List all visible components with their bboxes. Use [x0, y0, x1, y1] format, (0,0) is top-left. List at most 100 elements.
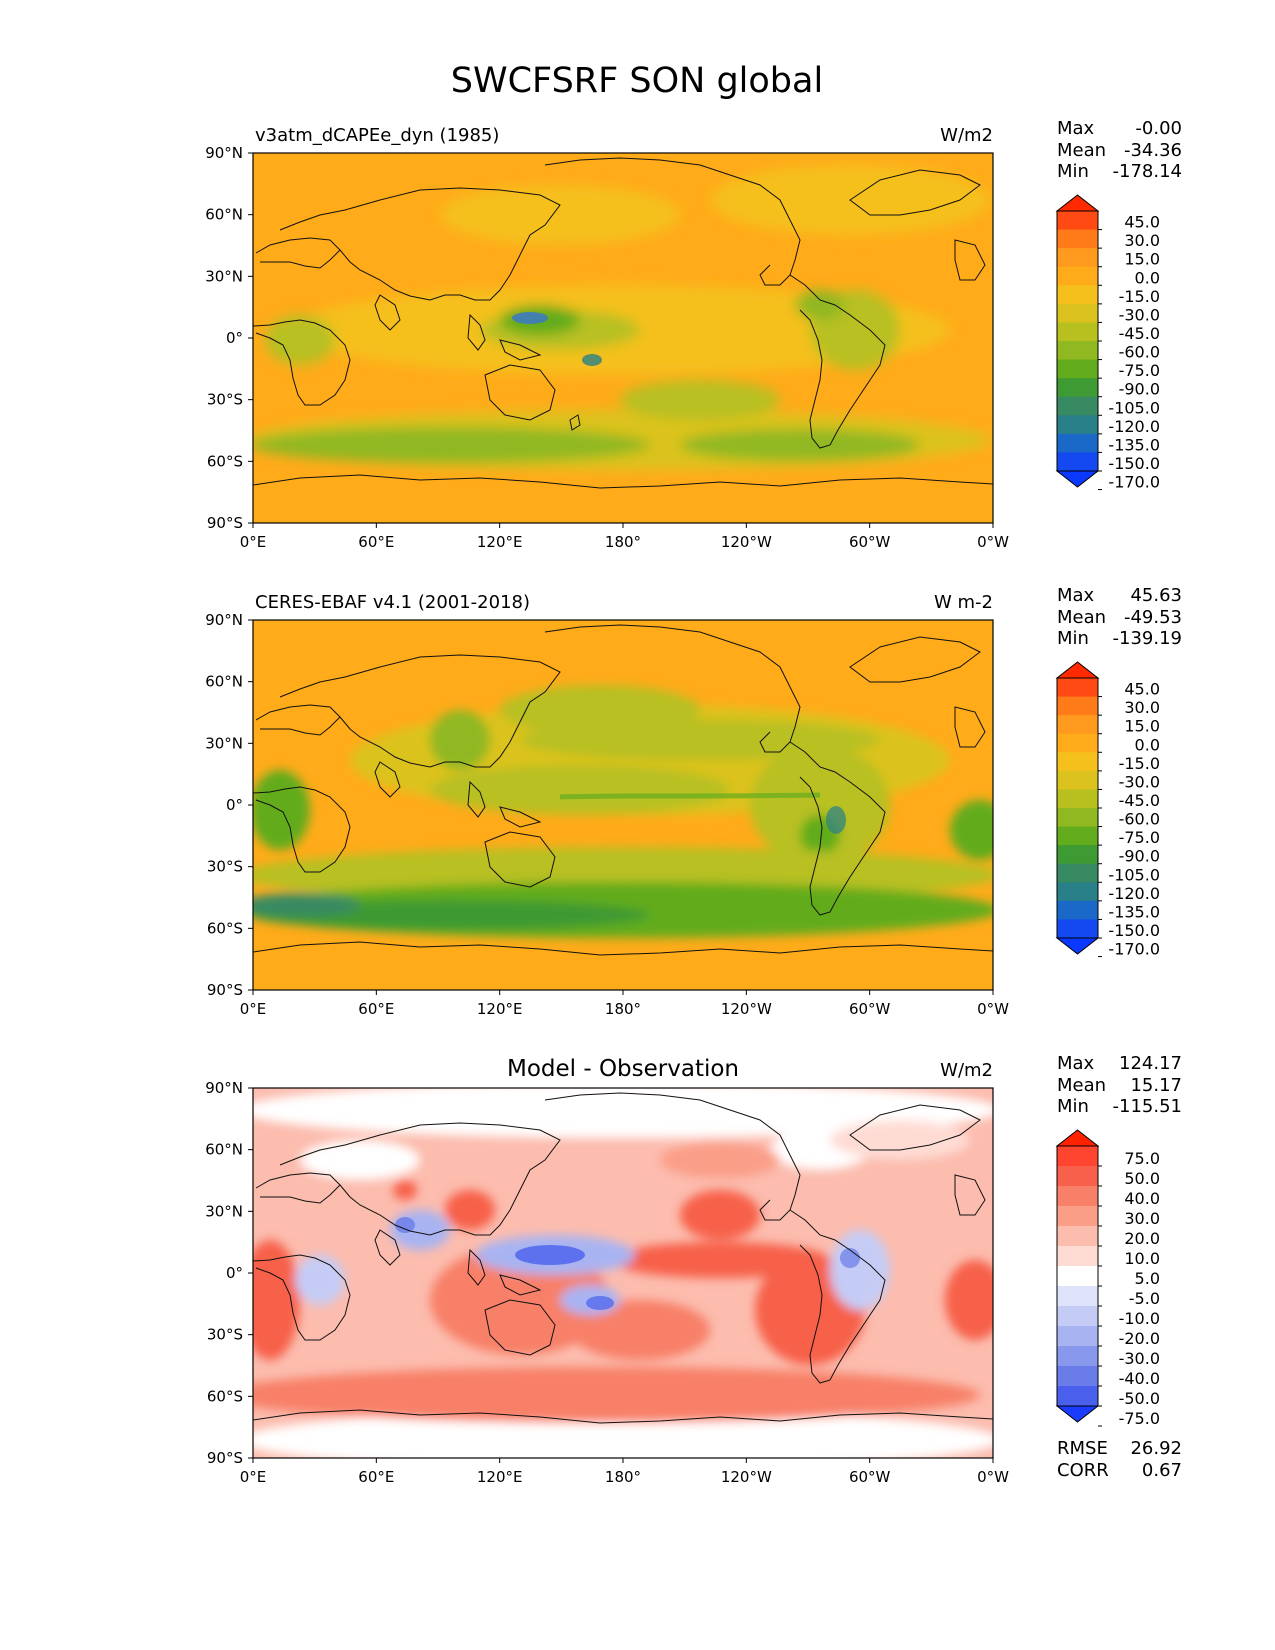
panel-reference-title: CERES-EBAF v4.1 (2001-2018) — [255, 592, 530, 613]
x-tick-label: 180° — [605, 533, 641, 551]
x-tick-label: 120°W — [721, 1000, 772, 1018]
colorbar-swatch — [1057, 678, 1098, 698]
colorbar-swatch — [1057, 1286, 1098, 1307]
y-tick-label: 60°S — [207, 919, 243, 937]
y-tick-label: 60°S — [207, 1387, 243, 1405]
colorbar-tick-label: -20.0 — [1119, 1329, 1160, 1348]
colorbar-tick-label: -15.0 — [1119, 754, 1160, 773]
y-tick-label: 90°N — [205, 144, 243, 162]
stat-value: -0.00 — [1135, 118, 1182, 139]
stat-label: CORR — [1057, 1460, 1109, 1481]
colorbar-swatch — [1057, 1266, 1098, 1287]
panel-difference-units: W/m2 — [940, 1060, 993, 1081]
colorbar-swatch — [1057, 789, 1098, 809]
colorbar-swatch — [1057, 322, 1098, 342]
x-tick-label: 120°E — [477, 1000, 523, 1018]
colorbar-tick-label: -30.0 — [1119, 772, 1160, 791]
colorbar-tick-label: -170.0 — [1108, 473, 1160, 492]
x-tick-label: 60°W — [849, 533, 891, 551]
colorbar-extend-min — [1055, 470, 1100, 488]
colorbar-tick-label: -75.0 — [1119, 1409, 1160, 1428]
panel-reference-units: W m-2 — [934, 592, 993, 613]
y-tick-label: 60°N — [205, 206, 243, 224]
colorbar-swatch — [1057, 1386, 1098, 1407]
x-tick-label: 60°W — [849, 1000, 891, 1018]
stat-value: 0.67 — [1142, 1460, 1182, 1481]
panel-model-stats: Max -0.00 Mean -34.36 Min -178.14 — [1057, 118, 1182, 182]
x-tick-label: 120°E — [477, 1468, 523, 1486]
colorbar-tick-label: 5.0 — [1135, 1269, 1160, 1288]
stat-value: -178.14 — [1113, 161, 1182, 182]
panel-reference-stats: Max 45.63 Mean -49.53 Min -139.19 — [1057, 585, 1182, 649]
y-tick-label: 0° — [226, 1264, 243, 1282]
x-tick-label: 60°E — [358, 1468, 394, 1486]
panel-reference-field — [253, 620, 993, 990]
y-tick-label: 0° — [226, 796, 243, 814]
colorbar-tick-label: 50.0 — [1124, 1169, 1160, 1188]
colorbar-extend-max — [1055, 1129, 1100, 1147]
colorbar-tick-label: -5.0 — [1129, 1289, 1160, 1308]
y-tick-label: 30°S — [207, 858, 243, 876]
colorbar-swatch — [1057, 1166, 1098, 1187]
x-tick-label: 0°E — [240, 1468, 267, 1486]
colorbar-swatch — [1057, 1206, 1098, 1227]
colorbar-swatch — [1057, 1326, 1098, 1347]
y-tick-label: 90°S — [207, 514, 243, 532]
colorbar-swatch — [1057, 919, 1098, 939]
colorbar-tick-label: 15.0 — [1124, 717, 1160, 736]
colorbar-tick-label: 45.0 — [1124, 213, 1160, 232]
panel-reference-colorbar: 45.030.015.00.0-15.0-30.0-45.0-60.0-75.0… — [1055, 661, 1160, 959]
colorbar-swatch — [1057, 359, 1098, 379]
colorbar-swatch — [1057, 1146, 1098, 1167]
colorbar-swatch — [1057, 452, 1098, 472]
colorbar-tick-label: -60.0 — [1119, 343, 1160, 362]
colorbar-tick-label: -90.0 — [1119, 847, 1160, 866]
x-tick-label: 0°W — [977, 1000, 1009, 1018]
colorbar-tick-label: 15.0 — [1124, 250, 1160, 269]
x-tick-label: 60°W — [849, 1468, 891, 1486]
panel-difference-title: Model - Observation — [507, 1056, 739, 1082]
colorbar-tick-label: -40.0 — [1119, 1369, 1160, 1388]
stat-label: Max — [1057, 585, 1095, 606]
panel-difference-stats: Max 124.17 Mean 15.17 Min -115.51 — [1057, 1053, 1182, 1117]
colorbar-swatch — [1057, 1226, 1098, 1247]
stat-label: RMSE — [1057, 1438, 1108, 1459]
x-tick-label: 120°W — [721, 533, 772, 551]
y-tick-label: 60°S — [207, 452, 243, 470]
colorbar-tick-label: -120.0 — [1108, 884, 1160, 903]
colorbar-tick-label: 40.0 — [1124, 1189, 1160, 1208]
colorbar-tick-label: 30.0 — [1124, 231, 1160, 250]
panel-difference-error-stats: RMSE 26.92 CORR 0.67 — [1057, 1438, 1182, 1481]
panel-reference-coastlines — [253, 624, 993, 956]
colorbar-swatch — [1057, 733, 1098, 753]
y-tick-label: 0° — [226, 329, 243, 347]
colorbar-tick-label: -75.0 — [1119, 361, 1160, 380]
panel-reference: CERES-EBAF v4.1 (2001-2018) W m-2 Max 45… — [205, 585, 1182, 1018]
colorbar-swatch — [1057, 808, 1098, 828]
stat-label: Max — [1057, 118, 1095, 139]
panel-model-colorbar: 45.030.015.00.0-15.0-30.0-45.0-60.0-75.0… — [1055, 194, 1160, 492]
colorbar-swatch — [1057, 229, 1098, 249]
panel-reference-axes: 0°E 60°E 120°E 180° 120°W 60°W 0°W 90°N 60°N 30°N… — [205, 611, 1009, 1018]
colorbar-swatch — [1057, 1306, 1098, 1327]
panel-model-axes: 0°E 60°E 120°E 180° 120°W 60°W 0°W 90°N 60°N 30°N… — [205, 144, 1009, 551]
colorbar-swatch — [1057, 1186, 1098, 1207]
x-tick-label: 60°E — [358, 1000, 394, 1018]
panel-difference: Model - Observation W/m2 Max 124.17 Mean… — [205, 1053, 1182, 1486]
colorbar-swatch — [1057, 341, 1098, 361]
colorbar-swatch — [1057, 752, 1098, 772]
stat-value: -139.19 — [1113, 628, 1182, 649]
colorbar-tick-label: -135.0 — [1108, 902, 1160, 921]
colorbar-swatch — [1057, 211, 1098, 231]
panel-difference-coastlines — [253, 1092, 993, 1424]
colorbar-swatch — [1057, 433, 1098, 453]
y-tick-label: 30°N — [205, 734, 243, 752]
x-tick-label: 120°W — [721, 1468, 772, 1486]
colorbar-swatch — [1057, 378, 1098, 398]
colorbar-swatch — [1057, 1246, 1098, 1267]
colorbar-tick-label: -15.0 — [1119, 287, 1160, 306]
y-tick-label: 90°S — [207, 981, 243, 999]
panel-difference-field — [253, 1088, 993, 1458]
stat-label: Min — [1057, 1096, 1089, 1117]
colorbar-tick-label: -45.0 — [1119, 324, 1160, 343]
